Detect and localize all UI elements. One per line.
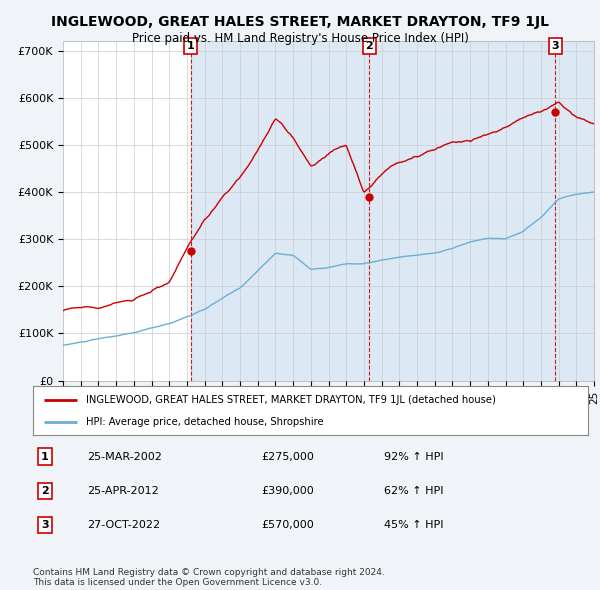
Text: 92% ↑ HPI: 92% ↑ HPI bbox=[384, 452, 443, 461]
Text: Contains HM Land Registry data © Crown copyright and database right 2024.: Contains HM Land Registry data © Crown c… bbox=[33, 568, 385, 577]
Text: INGLEWOOD, GREAT HALES STREET, MARKET DRAYTON, TF9 1JL (detached house): INGLEWOOD, GREAT HALES STREET, MARKET DR… bbox=[86, 395, 496, 405]
Text: £275,000: £275,000 bbox=[261, 452, 314, 461]
Text: 3: 3 bbox=[41, 520, 49, 530]
Text: INGLEWOOD, GREAT HALES STREET, MARKET DRAYTON, TF9 1JL: INGLEWOOD, GREAT HALES STREET, MARKET DR… bbox=[51, 15, 549, 29]
Text: 25-MAR-2002: 25-MAR-2002 bbox=[87, 452, 162, 461]
Text: £570,000: £570,000 bbox=[261, 520, 314, 530]
Text: 25-APR-2012: 25-APR-2012 bbox=[87, 486, 159, 496]
Text: 62% ↑ HPI: 62% ↑ HPI bbox=[384, 486, 443, 496]
Text: 1: 1 bbox=[41, 452, 49, 461]
Text: 27-OCT-2022: 27-OCT-2022 bbox=[87, 520, 160, 530]
Bar bbox=[191, 41, 594, 381]
Bar bbox=[369, 41, 594, 381]
Text: HPI: Average price, detached house, Shropshire: HPI: Average price, detached house, Shro… bbox=[86, 417, 323, 427]
Text: 1: 1 bbox=[187, 41, 194, 51]
Text: 45% ↑ HPI: 45% ↑ HPI bbox=[384, 520, 443, 530]
Text: £390,000: £390,000 bbox=[261, 486, 314, 496]
Text: 2: 2 bbox=[365, 41, 373, 51]
Text: This data is licensed under the Open Government Licence v3.0.: This data is licensed under the Open Gov… bbox=[33, 578, 322, 587]
Bar bbox=[556, 41, 594, 381]
Text: Price paid vs. HM Land Registry's House Price Index (HPI): Price paid vs. HM Land Registry's House … bbox=[131, 32, 469, 45]
Text: 2: 2 bbox=[41, 486, 49, 496]
Text: 3: 3 bbox=[551, 41, 559, 51]
